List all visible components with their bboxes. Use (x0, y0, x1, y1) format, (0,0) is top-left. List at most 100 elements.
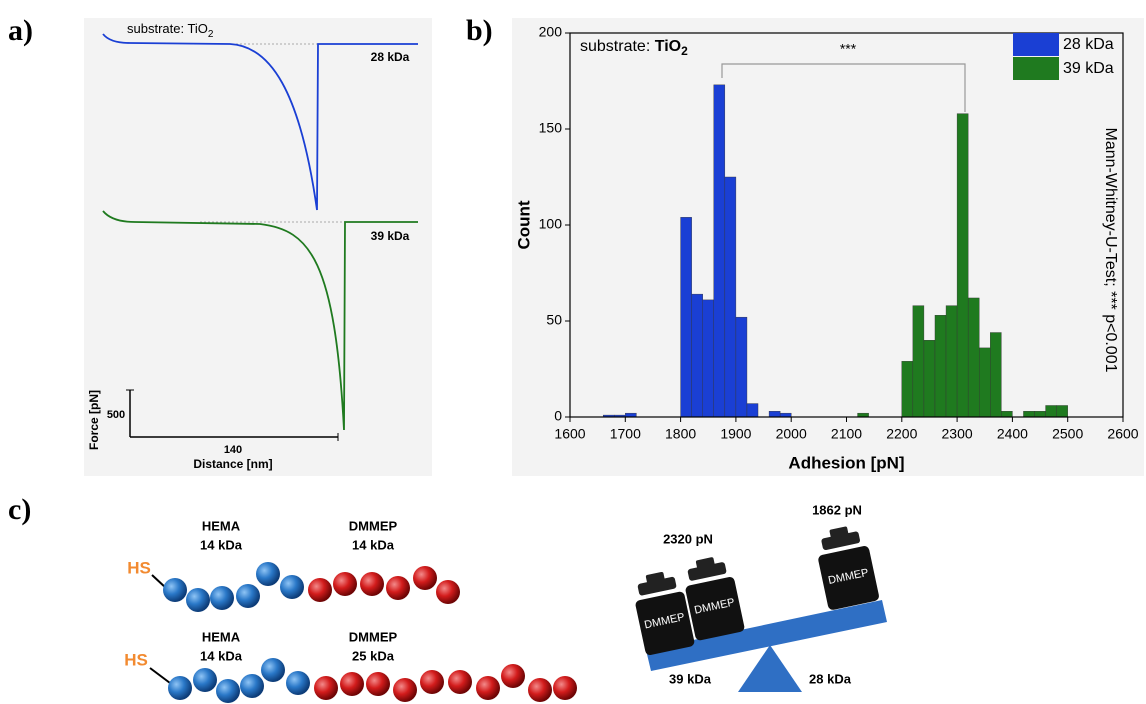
annotation: substrate: TiO2 (127, 21, 214, 39)
monomer (256, 562, 280, 586)
block-mass: 14 kDa (200, 648, 243, 663)
block-name: DMMEP (349, 518, 398, 533)
beam (646, 600, 887, 671)
monomer (308, 578, 332, 602)
block-name: HEMA (202, 518, 241, 533)
monomer (168, 676, 192, 700)
balance: DMMEP DMMEP DMMEP 2320 pN 1862 pN 39 kDa… (635, 502, 887, 692)
panel-background (512, 18, 1144, 476)
bar (1056, 405, 1068, 418)
monomer (360, 572, 384, 596)
monomer (476, 676, 500, 700)
monomer (240, 674, 264, 698)
block-name: DMMEP (349, 629, 398, 644)
panel-a: substrate: TiO2 28 kDa 39 kDa 500 Force … (84, 18, 432, 476)
annotation-subscript: 2 (681, 44, 688, 58)
bar (979, 347, 991, 418)
force-label: 1862 pN (812, 502, 862, 517)
panel-b: 1600 1700 1800 1900 2000 2100 2200 2300 2400 2500… (512, 18, 1144, 476)
monomer (314, 676, 338, 700)
axis-label: Distance [nm] (193, 457, 272, 471)
bar (923, 340, 936, 418)
end-group: HS (124, 650, 148, 669)
monomer (553, 676, 577, 700)
panel-label: a) (8, 14, 33, 47)
monomer (340, 672, 364, 696)
monomer (286, 671, 310, 695)
x-tick-label: 2000 (776, 426, 807, 442)
bar (990, 332, 1002, 418)
block-name: HEMA (202, 629, 241, 644)
test-note: Mann-Whitney-U-Test; *** p<0.001 (1102, 128, 1119, 373)
panel-c-chains: HEMA 14 kDa DMMEP 14 kDa HS HEMA 14 kDa … (124, 518, 577, 703)
weight-knob (821, 531, 860, 551)
weight (635, 591, 695, 656)
monomer (436, 580, 460, 604)
legend-swatch (1013, 57, 1059, 80)
block-mass: 25 kDa (352, 648, 395, 663)
annotation-text: TiO (655, 38, 681, 55)
x-tick-label: 2500 (1052, 426, 1083, 442)
bar (945, 305, 958, 418)
y-tick-label: 200 (539, 24, 563, 40)
mass-label: 28 kDa (809, 671, 852, 686)
bar (746, 403, 759, 418)
x-tick-label: 1800 (665, 426, 696, 442)
bar (702, 299, 714, 418)
monomer (216, 679, 240, 703)
monomer (528, 678, 552, 702)
significance: *** (840, 41, 857, 57)
weight-knob (829, 526, 849, 539)
bar (956, 113, 969, 418)
bar (934, 315, 947, 418)
y-tick-label: 100 (539, 216, 563, 232)
monomer (393, 678, 417, 702)
x-tick-label: 1700 (610, 426, 641, 442)
monomer (420, 670, 444, 694)
x-tick-label: 2100 (831, 426, 862, 442)
scale-value: 500 (107, 409, 125, 421)
legend-label: 28 kDa (1063, 36, 1114, 53)
bar (1023, 411, 1035, 418)
weight (818, 546, 879, 610)
bar (713, 84, 726, 418)
x-tick-label: 2300 (942, 426, 973, 442)
mass-label: 39 kDa (669, 671, 712, 686)
bar (768, 411, 781, 418)
fulcrum (738, 645, 802, 692)
monomer (261, 658, 285, 682)
annotation-text: substrate: (580, 38, 655, 55)
bond (149, 667, 171, 684)
block-mass: 14 kDa (200, 537, 243, 552)
monomer (163, 578, 187, 602)
legend-swatch (1013, 33, 1059, 56)
monomer (280, 575, 304, 599)
bar (912, 305, 925, 418)
bar (1045, 405, 1057, 418)
y-tick-label: 150 (539, 120, 563, 136)
bar (691, 293, 703, 418)
annotation: substrate: TiO2 (580, 38, 688, 58)
bar (680, 217, 692, 418)
end-group: HS (127, 558, 151, 577)
monomer (448, 670, 472, 694)
x-tick-label: 1600 (554, 426, 585, 442)
weights-left: DMMEP DMMEP (635, 557, 745, 656)
curve-label: 28 kDa (371, 50, 410, 64)
monomer (413, 566, 437, 590)
weight-knob (695, 557, 715, 570)
x-tick-label: 1900 (720, 426, 751, 442)
x-tick-label: 2600 (1107, 426, 1138, 442)
y-tick-label: 50 (546, 312, 562, 328)
y-tick-label: 0 (554, 408, 562, 424)
force-curve (102, 33, 418, 211)
panel-label: c) (8, 493, 31, 526)
monomer (186, 588, 210, 612)
bar (1034, 411, 1046, 418)
panel-label: b) (466, 14, 493, 47)
force-label: 2320 pN (663, 531, 713, 546)
weight-knob (687, 562, 727, 581)
curve-label: 39 kDa (371, 229, 410, 243)
monomer (210, 586, 234, 610)
